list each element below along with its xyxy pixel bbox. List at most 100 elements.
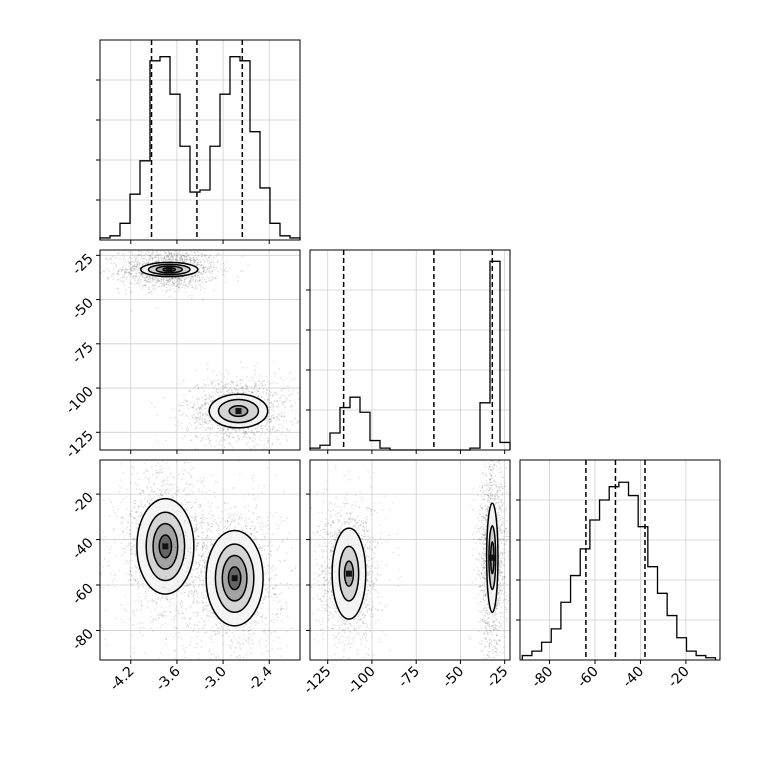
sample-point: [121, 266, 124, 269]
sample-point: [110, 501, 113, 503]
sample-point: [137, 569, 140, 571]
sample-point: [146, 250, 149, 253]
sample-point: [182, 447, 184, 449]
sample-point: [110, 573, 112, 575]
sample-point: [174, 278, 176, 280]
sample-point: [209, 489, 211, 492]
sample-point: [188, 590, 190, 593]
sample-point: [129, 542, 132, 545]
sample-point: [266, 417, 269, 420]
sample-point: [221, 394, 223, 397]
sample-point: [287, 385, 289, 388]
sample-point: [130, 548, 132, 551]
sample-point: [135, 511, 137, 514]
sample-point: [159, 496, 161, 499]
sample-point: [136, 609, 138, 611]
sample-point: [160, 471, 163, 474]
sample-point: [207, 416, 210, 418]
sample-point: [185, 400, 188, 403]
sample-point: [280, 415, 283, 418]
hist-bin: [686, 651, 696, 660]
sample-point: [201, 510, 204, 512]
sample-point: [174, 259, 176, 261]
sample-point: [201, 490, 203, 493]
sample-point: [200, 437, 203, 439]
sample-point: [189, 618, 191, 621]
sample-point: [178, 473, 180, 476]
sample-point: [151, 293, 154, 295]
sample-point: [176, 255, 179, 257]
sample-point: [209, 420, 212, 422]
sample-point: [236, 388, 239, 391]
sample-point: [144, 262, 146, 265]
sample-point: [118, 273, 120, 276]
sample-point: [196, 602, 198, 605]
sample-point: [172, 593, 175, 596]
sample-point: [285, 419, 287, 422]
sample-point: [295, 410, 297, 412]
sample-point: [212, 387, 215, 389]
sample-point: [160, 257, 162, 259]
sample-point: [288, 429, 291, 431]
hist-bin: [648, 567, 658, 660]
sample-point: [169, 489, 172, 492]
sample-point: [153, 284, 156, 287]
sample-point: [253, 391, 255, 394]
sample-point: [175, 259, 177, 261]
sample-point: [276, 429, 279, 432]
sample-point: [212, 520, 215, 523]
sample-point: [193, 586, 195, 589]
sample-point: [275, 584, 277, 586]
sample-point: [233, 428, 235, 430]
sample-point: [166, 256, 169, 258]
sample-point: [194, 419, 196, 421]
sample-point: [164, 622, 167, 625]
sample-point: [151, 277, 154, 280]
sample-point: [129, 481, 132, 484]
sample-point: [273, 393, 276, 396]
sample-point: [259, 374, 262, 377]
sample-point: [211, 261, 213, 264]
sample-point: [213, 491, 216, 494]
sample-point: [229, 391, 232, 394]
sample-point: [276, 439, 278, 441]
sample-point: [177, 252, 180, 255]
sample-point: [150, 616, 152, 618]
sample-point: [191, 580, 194, 583]
sample-point: [129, 273, 131, 275]
sample-point: [166, 458, 168, 460]
sample-point: [301, 416, 303, 418]
sample-point: [107, 276, 109, 279]
sample-point: [190, 606, 193, 608]
sample-point: [140, 275, 142, 277]
sample-point: [246, 386, 248, 389]
sample-point: [156, 471, 158, 474]
sample-point: [194, 624, 197, 627]
sample-point: [201, 583, 203, 585]
sample-point: [211, 525, 214, 528]
sample-point: [177, 609, 179, 612]
sample-point: [182, 252, 184, 254]
sample-point: [198, 417, 200, 420]
sample-point: [158, 616, 160, 619]
sample-point: [177, 282, 179, 285]
sample-point: [129, 569, 132, 572]
sample-point: [148, 291, 151, 294]
sample-point: [227, 383, 230, 385]
sample-point: [226, 390, 229, 393]
sample-point: [198, 279, 201, 282]
sample-point: [201, 514, 203, 516]
sample-point: [250, 533, 253, 535]
sample-point: [255, 382, 257, 385]
sample-point: [135, 272, 138, 274]
sample-point: [135, 511, 138, 513]
sample-point: [173, 618, 176, 621]
sample-point: [274, 400, 277, 403]
sample-point: [141, 272, 144, 275]
sample-point: [223, 265, 225, 268]
sample-point: [122, 281, 124, 283]
sample-point: [253, 498, 256, 501]
sample-point: [297, 420, 299, 423]
sample-point: [135, 275, 138, 277]
sample-point: [147, 288, 150, 290]
